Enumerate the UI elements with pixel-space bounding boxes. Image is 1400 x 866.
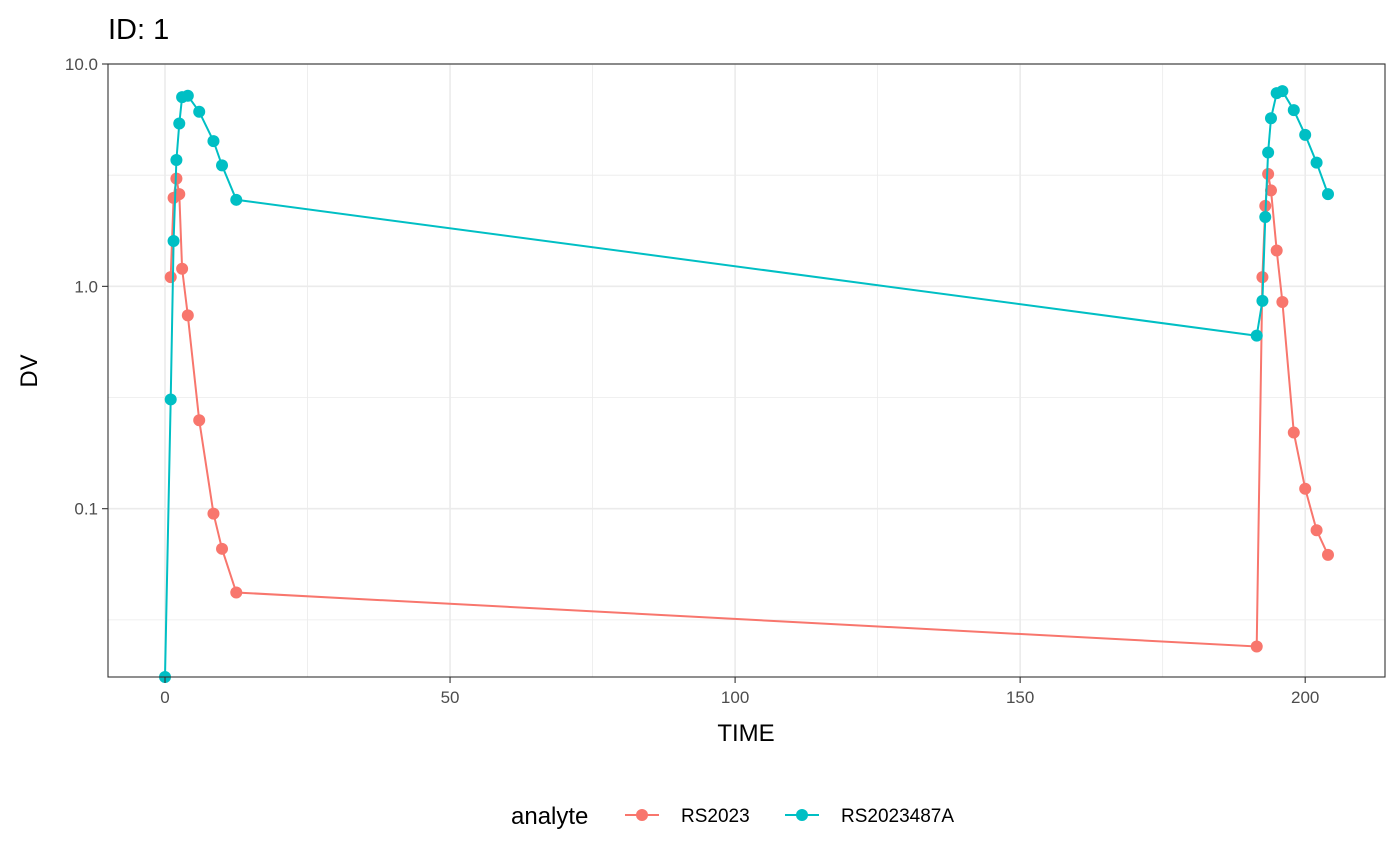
data-point (1259, 211, 1272, 224)
x-tick-label: 100 (721, 688, 749, 707)
data-point (1299, 482, 1312, 495)
legend-item: RS2023487A (785, 806, 954, 827)
data-point (1276, 296, 1289, 309)
data-point (230, 586, 243, 599)
series-layer (159, 85, 1334, 683)
data-point (207, 135, 220, 148)
y-tick-label: 10.0 (65, 55, 98, 74)
data-point (216, 159, 229, 172)
data-point (1250, 329, 1263, 342)
data-point (193, 414, 206, 427)
data-point (1250, 640, 1263, 653)
x-tick-label: 200 (1291, 688, 1319, 707)
x-tick-label: 0 (160, 688, 169, 707)
data-point (181, 89, 194, 102)
data-point (1270, 244, 1283, 257)
legend-title: analyte (511, 803, 588, 830)
data-point (1287, 426, 1300, 439)
legend-label: RS2023 (681, 806, 750, 827)
data-point (1264, 184, 1277, 197)
y-axis-title: DV (16, 354, 43, 387)
legend-items: RS2023 RS2023487A (625, 806, 954, 827)
data-point (181, 309, 194, 322)
data-point (176, 262, 189, 275)
x-axis-title: TIME (717, 720, 774, 747)
axes: 0 50 100 150 200 0.1 1.0 10.0 (65, 55, 1319, 707)
data-point (230, 193, 243, 206)
legend-item: RS2023 (625, 806, 750, 827)
data-point (173, 117, 186, 130)
plot-panel-border (107, 63, 1386, 678)
data-point (170, 154, 183, 167)
data-point (216, 542, 229, 555)
x-tick-label: 50 (441, 688, 460, 707)
data-point (164, 271, 177, 284)
x-tick-label: 150 (1006, 688, 1034, 707)
series-rs2023487a (159, 85, 1334, 683)
data-point (1262, 146, 1275, 159)
grid (108, 63, 1385, 677)
legend-label: RS2023487A (841, 806, 954, 827)
data-point (1264, 112, 1277, 125)
legend-key-point (796, 809, 808, 821)
series-line (164, 89, 1329, 678)
data-point (207, 507, 220, 520)
data-point (1321, 548, 1334, 561)
data-point (167, 234, 180, 247)
legend-key-point (636, 809, 648, 821)
y-tick-label: 1.0 (74, 277, 98, 296)
data-point (1310, 524, 1323, 537)
legend: analyte RS2023 RS2023487A (511, 803, 954, 830)
data-point (1310, 156, 1323, 169)
data-point (1287, 104, 1300, 117)
data-point (1276, 85, 1289, 98)
data-point (1256, 294, 1269, 307)
data-point (1299, 128, 1312, 141)
y-tick-label: 0.1 (74, 500, 98, 519)
data-point (193, 105, 206, 118)
data-point (164, 393, 177, 406)
data-point (1321, 188, 1334, 201)
chart-title: ID: 1 (108, 14, 169, 46)
